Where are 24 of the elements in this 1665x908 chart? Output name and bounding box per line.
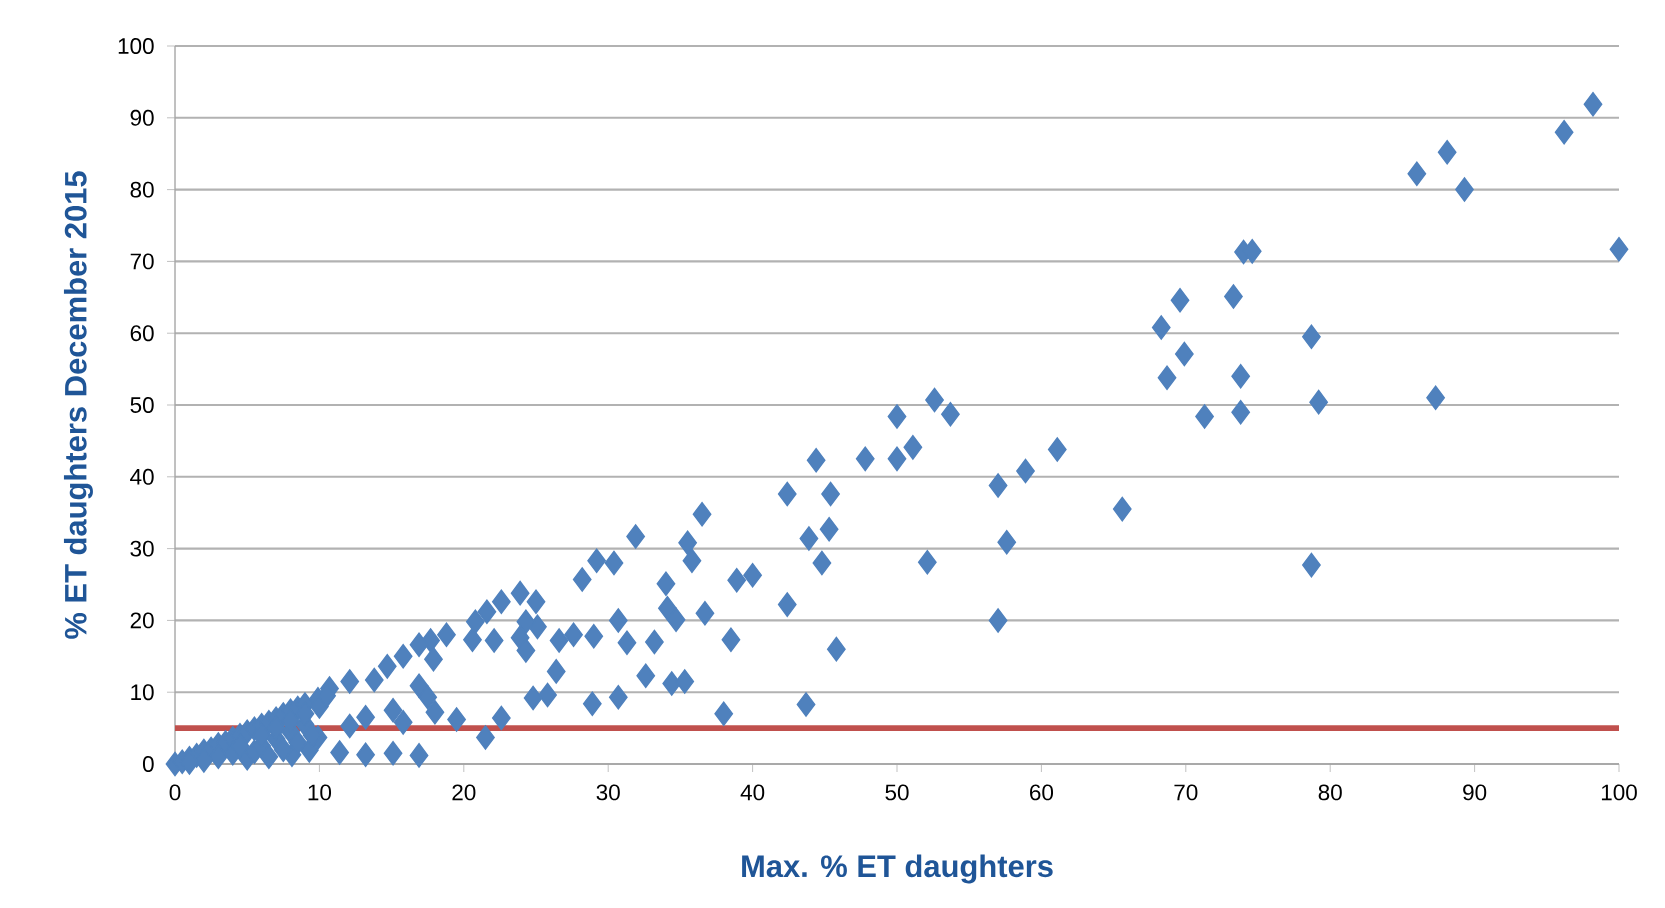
x-tick-label: 60: [1030, 784, 1054, 801]
y-tick-label: 0: [142, 756, 154, 772]
x-tick-label: 0: [169, 784, 181, 801]
y-tick-label: 20: [130, 612, 154, 629]
y-axis-title: % ET daughters December 2015: [63, 171, 93, 639]
x-tick-label: 70: [1174, 784, 1198, 801]
y-tick-label: 40: [130, 468, 154, 485]
x-tick-label: 10: [308, 784, 332, 801]
y-tick-label: 10: [131, 684, 154, 701]
y-tick-label: 60: [130, 325, 154, 342]
x-tick-label: 40: [740, 784, 765, 801]
x-tick-label: 100: [1601, 784, 1637, 801]
x-tick-label: 50: [885, 784, 909, 801]
y-tick-label: 30: [130, 540, 154, 557]
y-tick-label: 100: [118, 38, 154, 54]
y-tick-label: 90: [130, 109, 154, 126]
x-tick-label: 90: [1463, 784, 1487, 801]
y-tick-label: 70: [130, 253, 154, 270]
x-tick-label: 30: [596, 784, 620, 801]
y-tick-label: 50: [130, 397, 154, 413]
x-tick-label: 20: [452, 784, 476, 801]
x-tick-label: 80: [1318, 784, 1342, 801]
y-tick-label: 80: [130, 181, 154, 198]
x-axis-title: Max. % ET daughters: [742, 854, 1053, 884]
